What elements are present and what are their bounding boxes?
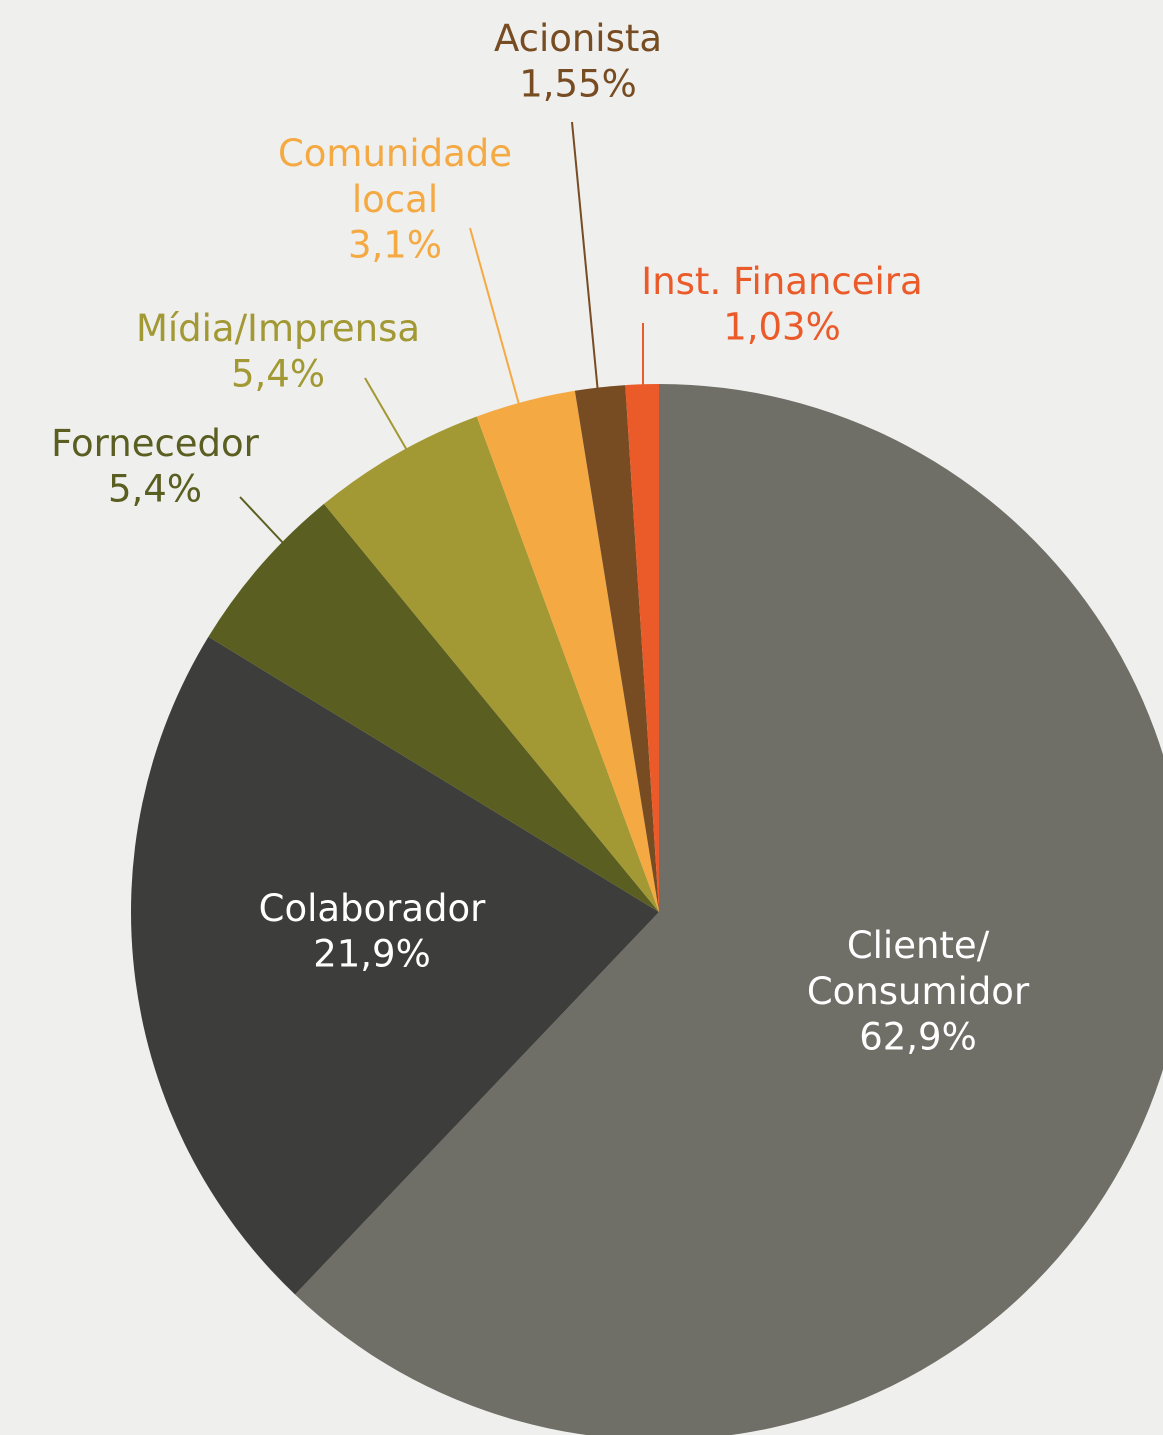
pie-slice — [574, 385, 659, 912]
slice-label: Inst. Financeira — [641, 260, 922, 303]
slice-label: Comunidade local — [278, 132, 512, 221]
value-label: 5,4% — [231, 353, 325, 396]
slice-label: Fornecedor — [51, 422, 260, 465]
slice-label: Acionista — [494, 17, 662, 60]
leader-line — [239, 496, 286, 546]
value-label: 1,55% — [519, 63, 637, 106]
slice-label: Colaborador — [259, 887, 487, 930]
value-label: 62,9% — [859, 1016, 977, 1059]
pie-slice — [625, 384, 659, 912]
value-label: 21,9% — [313, 933, 431, 976]
slice-label: Mídia/Imprensa — [136, 307, 420, 350]
leader-line — [364, 377, 409, 453]
value-label: 1,03% — [723, 306, 841, 349]
pie-slice — [208, 503, 660, 912]
pie-slice — [323, 416, 659, 912]
pie-slice — [295, 384, 1163, 1435]
pie-slice — [476, 390, 659, 912]
value-label: 3,1% — [348, 224, 442, 267]
leader-line — [571, 121, 599, 394]
slice-label: Cliente/Consumidor — [807, 924, 1030, 1013]
value-label: 5,4% — [108, 468, 202, 511]
pie-slice — [131, 636, 660, 1295]
leader-line — [469, 227, 521, 409]
